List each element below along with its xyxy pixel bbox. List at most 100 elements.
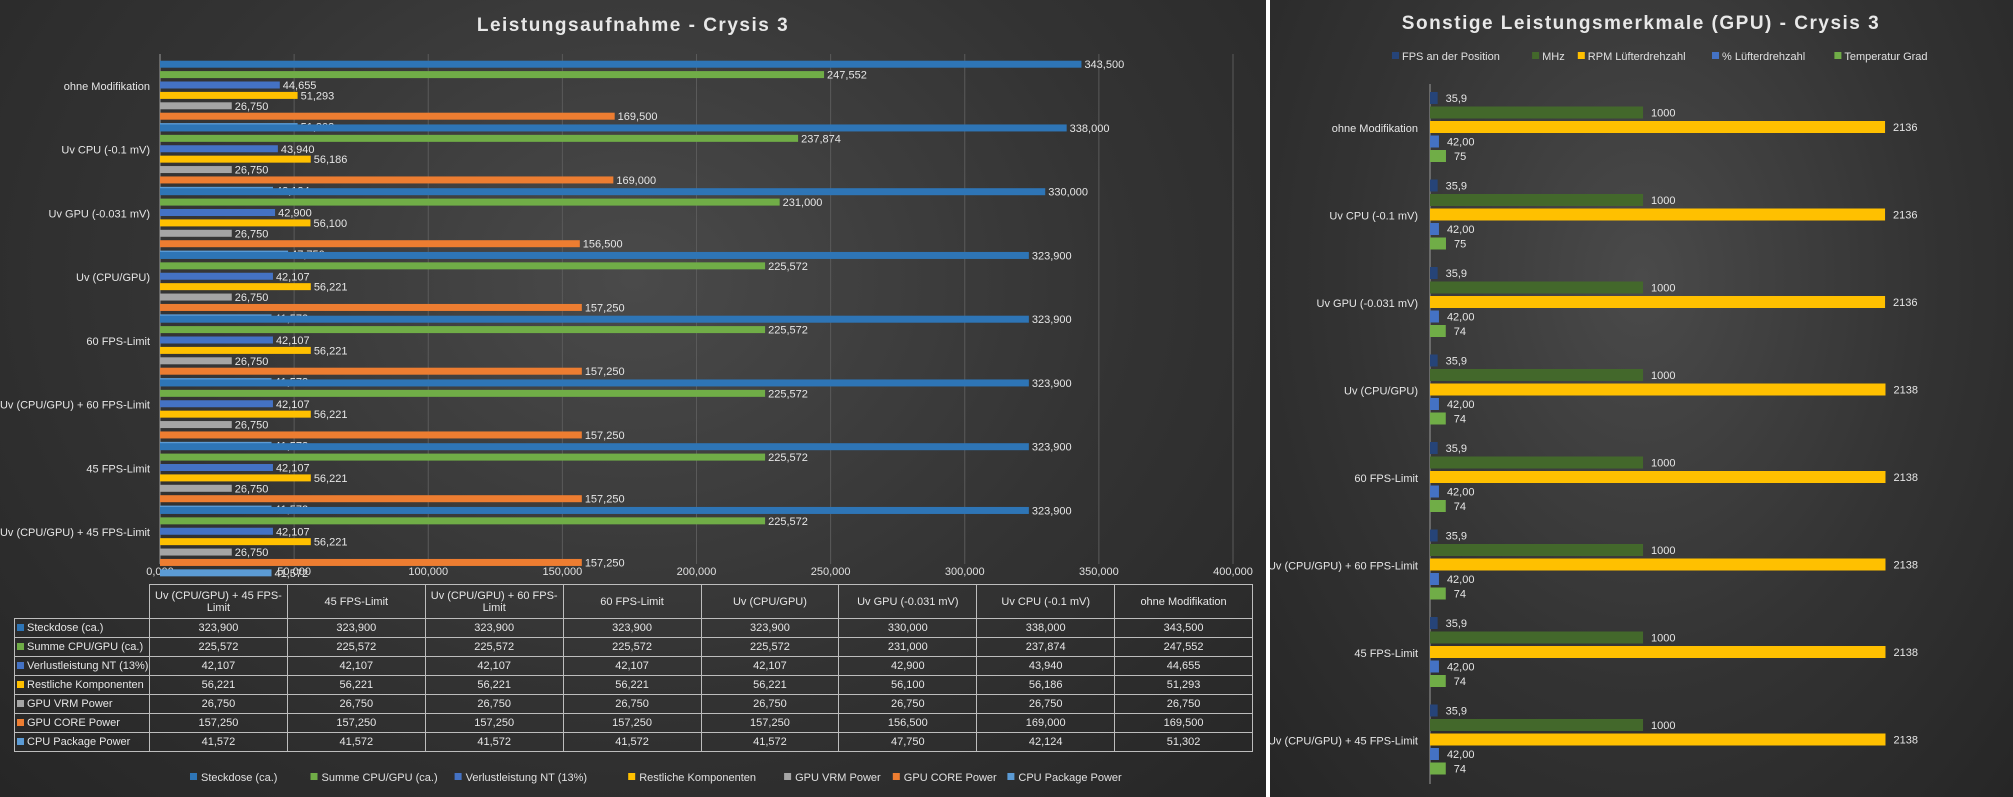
data-label: 75 <box>1454 151 1466 163</box>
table-row: CPU Package Power 41,572 41,572 41,572 41,57… <box>14 732 1253 752</box>
bar-restliche-komponenten <box>160 155 311 163</box>
data-label: 1000 <box>1651 283 1675 295</box>
table-cell: 338,000 <box>976 618 1116 638</box>
legend-label: GPU VRM Power <box>795 772 881 784</box>
data-label: 323,900 <box>1032 378 1072 390</box>
data-label: 26,750 <box>235 101 269 113</box>
table-row: Steckdose (ca.) 323,900 323,900 323,900 323,… <box>14 618 1253 638</box>
bar-gpu-vrm-power <box>160 484 232 492</box>
table-cell: 26,750 <box>149 694 288 714</box>
table-cell: 237,874 <box>976 637 1116 657</box>
bar-fps-an-der-position <box>1430 92 1438 104</box>
data-label: 56,221 <box>314 473 348 485</box>
table-cell: 169,500 <box>1114 713 1253 733</box>
data-label: 2138 <box>1893 472 1917 484</box>
bar-restliche-komponenten <box>160 91 298 99</box>
table-cell: 42,900 <box>838 656 978 676</box>
data-label: 26,750 <box>235 547 269 559</box>
table-cell: 51,302 <box>1114 732 1253 752</box>
table-row-label: GPU CORE Power <box>14 713 150 733</box>
data-label: 35,9 <box>1446 531 1467 543</box>
legend-label: Steckdose (ca.) <box>201 772 277 784</box>
bar-l-fterdrehzahl <box>1430 398 1439 410</box>
table-row-label: CPU Package Power <box>14 732 150 752</box>
legend-swatch <box>190 773 197 780</box>
data-label: 42,107 <box>276 335 310 347</box>
table-cell: 44,655 <box>1114 656 1253 676</box>
bar-gpu-vrm-power <box>160 166 232 174</box>
table-cell: 26,750 <box>700 694 840 714</box>
data-label: 26,750 <box>235 420 269 432</box>
data-label: 2136 <box>1893 297 1917 309</box>
legend-key-swatch <box>17 700 24 707</box>
bar-temperatur-grad <box>1430 237 1446 250</box>
bar-l-fterdrehzahl <box>1430 573 1439 585</box>
table-cell: 41,572 <box>562 732 702 752</box>
bar-temperatur-grad <box>1430 675 1446 687</box>
bar-steckdose-ca <box>160 443 1029 451</box>
bar-verlustleistung-nt-13 <box>160 81 280 89</box>
gpu-chart-panel: Sonstige Leistungsmerkmale (GPU) - Crysi… <box>1270 0 2013 797</box>
legend-item: GPU VRM Power <box>784 772 881 784</box>
data-label: 26,750 <box>235 292 269 304</box>
table-cell: 41,572 <box>149 732 288 752</box>
table-cell: 225,572 <box>700 637 840 657</box>
legend-label: CPU Package Power <box>1018 772 1122 784</box>
bar-summe-cpu-gpu-ca <box>160 134 799 142</box>
power-chart: Leistungsaufnahme - Crysis 3 0,00050,000… <box>0 15 1253 784</box>
bar-gpu-core-power <box>160 367 582 375</box>
legend-swatch <box>1712 52 1719 59</box>
category-label: 60 FPS-Limit <box>86 336 150 348</box>
table-cell: 157,250 <box>424 713 564 733</box>
bar-gpu-vrm-power <box>160 421 232 429</box>
bar-gpu-vrm-power <box>160 229 232 237</box>
table-cell: 157,250 <box>562 713 702 733</box>
table-cell: 56,221 <box>700 675 840 695</box>
data-label: 35,9 <box>1446 181 1467 193</box>
data-label: 247,552 <box>827 70 867 82</box>
table-cell: 42,107 <box>286 656 426 676</box>
table-cell: 41,572 <box>286 732 426 752</box>
bar-rpm-l-fterdrehzahl <box>1430 471 1886 483</box>
data-label: 343,500 <box>1084 59 1124 71</box>
bar-fps-an-der-position <box>1430 442 1438 454</box>
data-label: 157,250 <box>585 557 625 569</box>
legend-item: Restliche Komponenten <box>628 772 756 784</box>
legend-item: Steckdose (ca.) <box>190 772 277 784</box>
legend-label: GPU CORE Power <box>904 772 997 784</box>
bar-verlustleistung-nt-13 <box>160 272 273 280</box>
table-row-label: GPU VRM Power <box>14 694 150 714</box>
data-label: 42,00 <box>1447 574 1475 586</box>
data-label: 1000 <box>1651 633 1675 645</box>
legend-item: Verlustleistung NT (13%) <box>454 772 587 784</box>
legend-item: FPS an der Position <box>1392 51 1500 63</box>
category-label: 60 FPS-Limit <box>1354 473 1418 485</box>
table-cell: 43,940 <box>976 656 1116 676</box>
data-label: 2136 <box>1893 122 1917 134</box>
table-cell: 26,750 <box>1114 694 1253 714</box>
bar-mhz <box>1430 281 1644 294</box>
bar-rpm-l-fterdrehzahl <box>1430 383 1886 396</box>
table-column-header: ohne Modifikation <box>1114 584 1253 619</box>
bar-restliche-komponenten <box>160 346 311 354</box>
legend-swatch <box>1392 52 1399 59</box>
table-cell: 156,500 <box>838 713 978 733</box>
table-cell: 323,900 <box>700 618 840 638</box>
data-label: 75 <box>1454 239 1466 251</box>
bar-verlustleistung-nt-13 <box>160 400 273 408</box>
data-label: 35,9 <box>1446 268 1467 280</box>
legend-label: Temperatur Grad <box>1844 51 1927 63</box>
bar-gpu-vrm-power <box>160 293 232 301</box>
bar-mhz <box>1430 544 1644 556</box>
legend-label: MHz <box>1542 51 1565 63</box>
table-cell: 26,750 <box>838 694 978 714</box>
legend-item: MHz <box>1532 51 1565 63</box>
category-label: Uv GPU (-0.031 mV) <box>49 208 150 220</box>
bar-temperatur-grad <box>1430 500 1446 512</box>
bar-summe-cpu-gpu-ca <box>160 71 825 79</box>
bar-verlustleistung-nt-13 <box>160 464 273 471</box>
data-label: 74 <box>1454 414 1466 426</box>
table-column-header: Uv (CPU/GPU) + 45 FPS-Limit <box>149 584 288 619</box>
data-label: 225,572 <box>768 261 808 273</box>
table-cell: 42,107 <box>700 656 840 676</box>
